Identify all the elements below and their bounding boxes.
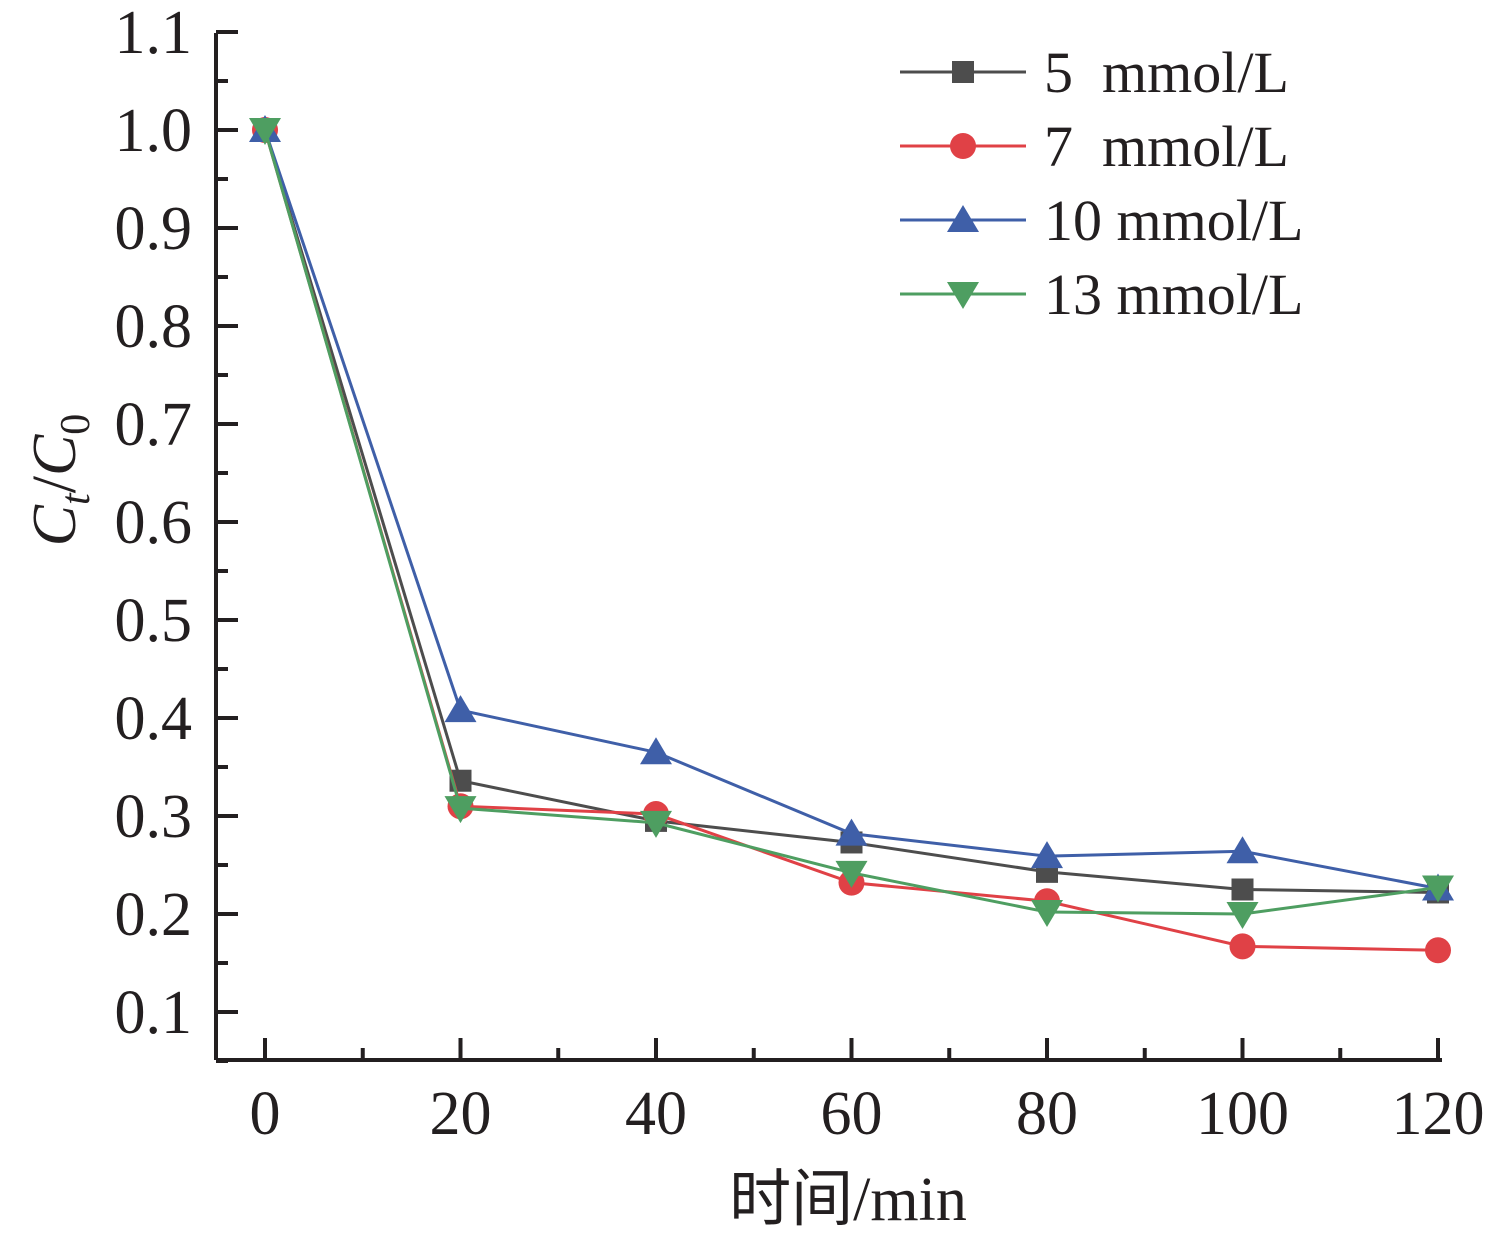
y-axis-title-zero: 0	[53, 414, 99, 435]
svg-text:Ct/C0: Ct/C0	[21, 414, 99, 547]
data-point	[835, 860, 868, 888]
legend-item: 10 mmol/L	[900, 188, 1303, 253]
legend-label: 10 mmol/L	[1044, 188, 1303, 253]
y-axis-title-c: C	[21, 504, 89, 546]
data-point	[1226, 902, 1259, 929]
series-4	[249, 118, 1454, 929]
legend-label: 7 mmol/L	[1044, 114, 1289, 179]
data-point	[835, 818, 868, 846]
legend-marker	[947, 205, 979, 232]
data-point	[1231, 878, 1254, 901]
data-point	[1031, 841, 1063, 869]
series-layer	[249, 115, 1454, 964]
y-tick-label: 0.1	[115, 979, 193, 1047]
x-axis-title: 时间/min	[729, 1166, 967, 1234]
y-axis-title: Ct/C0	[21, 414, 99, 547]
data-point	[249, 118, 281, 145]
x-tick-label: 100	[1196, 1080, 1289, 1148]
legend-marker	[950, 133, 976, 159]
x-tick-label: 80	[1016, 1080, 1078, 1148]
axes: 0.1 0.2 0.3 0.4 0.5 0.6 0.7 0.8 0.9 1.0 1.1 0 20 40 60…	[115, 0, 1485, 1148]
y-axis-title-c0: C	[21, 434, 89, 476]
x-tick-label: 20	[430, 1080, 492, 1148]
legend-marker	[952, 61, 974, 83]
y-axis-title-t: t	[53, 492, 99, 505]
x-tick-label: 0	[250, 1080, 281, 1148]
y-tick-label: 0.7	[115, 391, 193, 459]
data-point	[1229, 933, 1256, 960]
legend-marker	[947, 282, 979, 309]
y-tick-label: 0.8	[115, 293, 193, 361]
legend: 5 mmol/L 7 mmol/L 10 mmol/L 13 mmol/L	[900, 40, 1303, 327]
legend-item: 13 mmol/L	[900, 262, 1303, 327]
y-tick-label: 0.5	[115, 587, 193, 655]
legend-label: 5 mmol/L	[1044, 40, 1289, 105]
y-axis-title-slash: /	[21, 475, 89, 493]
data-point	[640, 737, 672, 765]
data-point	[444, 796, 477, 824]
data-point	[444, 695, 477, 723]
x-tick-label: 40	[625, 1080, 687, 1148]
y-tick-label: 0.3	[115, 783, 193, 851]
legend-item: 5 mmol/L	[900, 40, 1289, 105]
x-tick-label: 60	[821, 1080, 883, 1148]
data-point	[1031, 900, 1063, 928]
x-tick-label: 120	[1392, 1080, 1485, 1148]
y-tick-label: 1.0	[115, 97, 193, 165]
data-point	[1425, 937, 1451, 964]
legend-item: 7 mmol/L	[900, 114, 1289, 179]
y-tick-label: 0.6	[115, 489, 193, 557]
y-tick-label: 1.1	[115, 0, 193, 67]
data-point	[640, 810, 672, 838]
legend-label: 13 mmol/L	[1044, 262, 1303, 327]
y-tick-label: 0.2	[115, 881, 193, 949]
y-tick-label: 0.4	[115, 685, 193, 753]
data-point	[1422, 875, 1454, 903]
data-point	[1226, 836, 1259, 864]
y-tick-label: 0.9	[115, 195, 193, 263]
